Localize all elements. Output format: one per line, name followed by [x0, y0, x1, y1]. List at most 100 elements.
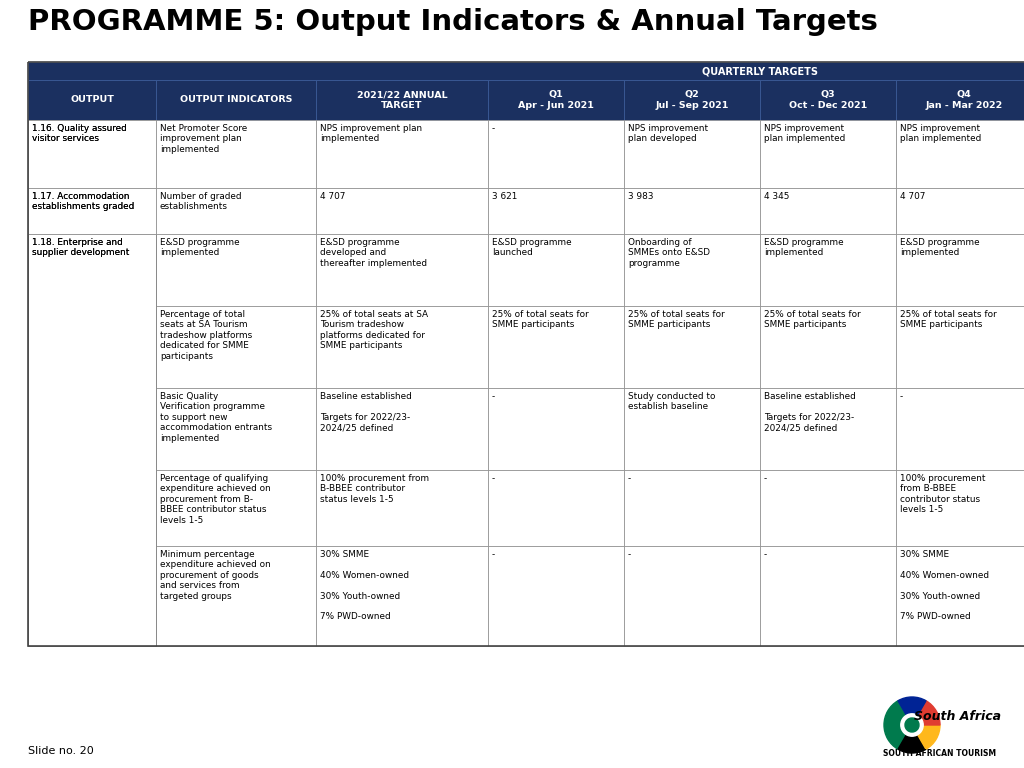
Text: Q4
Jan - Mar 2022: Q4 Jan - Mar 2022	[926, 91, 1002, 110]
Text: 4 345: 4 345	[764, 192, 790, 201]
Wedge shape	[898, 725, 926, 753]
Bar	[316, 470, 488, 546]
Bar	[316, 306, 488, 388]
Text: E&SD programme
implemented: E&SD programme implemented	[764, 238, 844, 257]
Bar	[488, 234, 624, 306]
Bar	[488, 80, 624, 120]
Bar	[28, 546, 156, 646]
Text: NPS improvement plan
implemented: NPS improvement plan implemented	[319, 124, 422, 144]
Bar	[870, 695, 1010, 763]
Bar	[624, 188, 760, 234]
Text: Onboarding of
SMMEs onto E&SD
programme: Onboarding of SMMEs onto E&SD programme	[628, 238, 710, 268]
Text: 25% of total seats for
SMME participants: 25% of total seats for SMME participants	[764, 310, 861, 329]
Text: 25% of total seats for
SMME participants: 25% of total seats for SMME participants	[900, 310, 996, 329]
Bar	[760, 120, 896, 188]
Text: 25% of total seats at SA
Tourism tradeshow
platforms dedicated for
SMME particip: 25% of total seats at SA Tourism tradesh…	[319, 310, 428, 350]
Bar	[28, 234, 156, 646]
Bar	[896, 306, 1024, 388]
Text: 4 707: 4 707	[319, 192, 345, 201]
Wedge shape	[912, 700, 940, 725]
Text: Percentage of qualifying
expenditure achieved on
procurement from B-
BBEE contri: Percentage of qualifying expenditure ach…	[160, 474, 270, 525]
Bar	[156, 120, 316, 188]
Bar	[760, 234, 896, 306]
Text: NPS improvement
plan implemented: NPS improvement plan implemented	[764, 124, 845, 144]
Text: 1.16. Quality assured
visitor services: 1.16. Quality assured visitor services	[32, 124, 127, 144]
Text: PROGRAMME 5: Output Indicators & Annual Targets: PROGRAMME 5: Output Indicators & Annual …	[28, 8, 878, 36]
Wedge shape	[901, 713, 924, 737]
Text: 25% of total seats for
SMME participants: 25% of total seats for SMME participants	[492, 310, 589, 329]
Text: E&SD programme
developed and
thereafter implemented: E&SD programme developed and thereafter …	[319, 238, 427, 268]
Bar	[28, 188, 156, 234]
Bar	[156, 470, 316, 546]
Text: E&SD programme
launched: E&SD programme launched	[492, 238, 571, 257]
Bar	[156, 306, 316, 388]
Bar	[488, 120, 624, 188]
Bar	[896, 234, 1024, 306]
Bar	[316, 80, 488, 120]
Bar	[624, 120, 760, 188]
Bar	[760, 546, 896, 646]
Bar	[156, 234, 316, 306]
Text: NPS improvement
plan implemented: NPS improvement plan implemented	[900, 124, 981, 144]
Bar	[760, 80, 896, 120]
Text: 1.16. Quality assured
visitor services: 1.16. Quality assured visitor services	[32, 124, 127, 144]
Bar	[760, 188, 896, 234]
Text: -: -	[764, 474, 767, 483]
Bar	[624, 234, 760, 306]
Bar	[156, 80, 316, 120]
Text: -: -	[628, 550, 631, 559]
Bar	[28, 80, 156, 120]
Text: Minimum percentage
expenditure achieved on
procurement of goods
and services fro: Minimum percentage expenditure achieved …	[160, 550, 270, 601]
Bar	[624, 306, 760, 388]
Text: Percentage of total
seats at SA Tourism
tradeshow platforms
dedicated for SMME
p: Percentage of total seats at SA Tourism …	[160, 310, 252, 361]
Bar	[28, 62, 1024, 646]
Text: -: -	[492, 124, 496, 133]
Text: 100% procurement from
B-BBEE contributor
status levels 1-5: 100% procurement from B-BBEE contributor…	[319, 474, 429, 504]
Bar	[156, 188, 316, 234]
Text: 1.18. Enterprise and
supplier development: 1.18. Enterprise and supplier developmen…	[32, 238, 129, 257]
Text: -: -	[900, 392, 903, 401]
Text: South Africa: South Africa	[914, 710, 1001, 723]
Text: E&SD programme
implemented: E&SD programme implemented	[160, 238, 240, 257]
Text: 1.18. Enterprise and
supplier development: 1.18. Enterprise and supplier developmen…	[32, 238, 129, 257]
Text: OUTPUT: OUTPUT	[70, 95, 114, 104]
Text: 30% SMME

40% Women-owned

30% Youth-owned

7% PWD-owned: 30% SMME 40% Women-owned 30% Youth-owned…	[319, 550, 409, 621]
Bar	[488, 388, 624, 470]
Text: Number of graded
establishments: Number of graded establishments	[160, 192, 242, 211]
Text: -: -	[492, 392, 496, 401]
Wedge shape	[905, 718, 919, 732]
Bar	[624, 80, 760, 120]
Text: OUTPUT INDICATORS: OUTPUT INDICATORS	[180, 95, 292, 104]
Bar	[28, 234, 156, 306]
Text: Q3
Oct - Dec 2021: Q3 Oct - Dec 2021	[788, 91, 867, 110]
Bar	[28, 470, 156, 546]
Text: Slide no. 20: Slide no. 20	[28, 746, 94, 756]
Text: Net Promoter Score
improvement plan
implemented: Net Promoter Score improvement plan impl…	[160, 124, 247, 154]
Text: 1.17. Accommodation
establishments graded: 1.17. Accommodation establishments grade…	[32, 192, 134, 211]
Text: -: -	[492, 550, 496, 559]
Text: -: -	[492, 474, 496, 483]
Bar	[760, 470, 896, 546]
Text: 2021/22 ANNUAL
TARGET: 2021/22 ANNUAL TARGET	[356, 91, 447, 110]
Text: -: -	[764, 550, 767, 559]
Text: Q1
Apr - Jun 2021: Q1 Apr - Jun 2021	[518, 91, 594, 110]
Bar	[896, 388, 1024, 470]
Text: NPS improvement
plan developed: NPS improvement plan developed	[628, 124, 709, 144]
Bar	[316, 546, 488, 646]
Text: QUARTERLY TARGETS: QUARTERLY TARGETS	[702, 66, 818, 76]
Bar	[624, 470, 760, 546]
Wedge shape	[912, 725, 940, 750]
Bar	[28, 120, 156, 188]
Text: Study conducted to
establish baseline: Study conducted to establish baseline	[628, 392, 716, 412]
Wedge shape	[898, 697, 926, 725]
Text: -: -	[628, 474, 631, 483]
Bar	[896, 80, 1024, 120]
Bar	[316, 388, 488, 470]
Text: Baseline established

Targets for 2022/23-
2024/25 defined: Baseline established Targets for 2022/23…	[764, 392, 856, 432]
Bar	[316, 120, 488, 188]
Text: 1.17. Accommodation
establishments graded: 1.17. Accommodation establishments grade…	[32, 192, 134, 211]
Bar	[488, 546, 624, 646]
Bar	[488, 470, 624, 546]
Text: 4 707: 4 707	[900, 192, 926, 201]
Text: Baseline established

Targets for 2022/23-
2024/25 defined: Baseline established Targets for 2022/23…	[319, 392, 412, 432]
